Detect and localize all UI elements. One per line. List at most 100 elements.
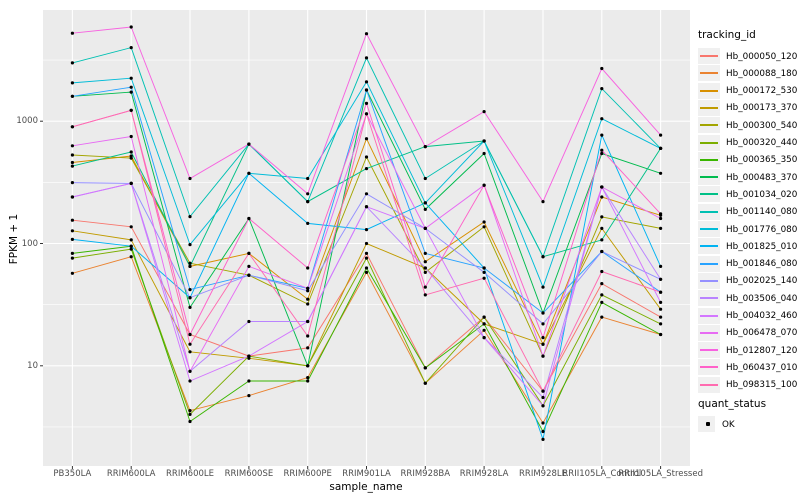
data-point (364, 56, 369, 60)
data-point (600, 293, 604, 297)
data-point (659, 290, 663, 294)
legend-label: Hb_004032_460 (726, 311, 798, 321)
legend-label: Hb_012807_120 (726, 345, 798, 356)
data-point (129, 46, 133, 50)
data-point (482, 276, 486, 280)
data-point (600, 87, 604, 91)
x-axis-title: sample_name (329, 481, 403, 493)
data-point (129, 108, 133, 112)
data-point (364, 205, 369, 209)
data-point (70, 153, 74, 157)
data-point (364, 266, 369, 270)
legend-key-line (700, 262, 718, 265)
data-point (659, 146, 663, 150)
data-point (247, 394, 251, 398)
data-point (423, 285, 427, 289)
data-point (541, 200, 545, 204)
legend-key (698, 238, 720, 255)
data-point (129, 181, 133, 185)
legend-key (698, 376, 720, 393)
legend-key-line (700, 193, 718, 196)
data-point (188, 261, 192, 265)
data-point (541, 437, 545, 441)
data-point (659, 171, 663, 175)
legend-title-tracking-id: tracking_id (698, 29, 756, 41)
data-point (247, 379, 251, 383)
data-point (129, 225, 133, 229)
legend-key (698, 65, 720, 82)
data-point (70, 31, 74, 35)
data-point (659, 212, 663, 216)
data-point (423, 145, 427, 149)
data-point (423, 366, 427, 370)
data-point (600, 185, 604, 189)
data-point (482, 183, 486, 187)
data-point (600, 117, 604, 121)
legend-key-line (700, 366, 718, 369)
data-point (129, 156, 133, 160)
data-point (600, 269, 604, 274)
data-point (188, 350, 192, 354)
data-point (600, 238, 604, 242)
legend-key-line (700, 158, 718, 161)
data-point (129, 238, 133, 242)
legend-label: Hb_098315_100 (726, 380, 798, 391)
data-point (306, 176, 310, 181)
data-point (70, 195, 74, 199)
data-point (482, 225, 486, 229)
x-tick-label: RRIM600SE (224, 469, 274, 479)
data-point (70, 218, 74, 222)
data-point (482, 322, 486, 326)
data-point (247, 171, 251, 175)
data-point (306, 376, 310, 380)
legend-label: Hb_000365_350 (726, 155, 798, 166)
data-point (482, 151, 486, 156)
data-point (482, 315, 486, 319)
legend-key (698, 221, 720, 237)
data-point (541, 336, 545, 340)
legend-key (698, 117, 720, 134)
data-point (659, 133, 663, 137)
data-point (188, 342, 192, 346)
data-point (129, 76, 133, 80)
legend-key (698, 272, 720, 289)
data-point (306, 334, 310, 338)
data-point (659, 307, 663, 311)
legend-label: Hb_001034_020 (726, 189, 798, 200)
data-point (129, 247, 133, 251)
legend-key-line (700, 124, 718, 127)
legend-label: Hb_001825_010 (726, 241, 798, 252)
legend-label: Hb_000088_180 (726, 68, 798, 79)
legend-key (698, 290, 720, 307)
data-point (482, 266, 486, 270)
legend-key-line (700, 210, 718, 213)
data-point (541, 311, 545, 315)
data-point (70, 160, 74, 165)
data-point (247, 264, 251, 268)
data-point (364, 228, 369, 232)
legend-label: Hb_003506_040 (726, 293, 798, 304)
data-point (188, 332, 192, 337)
data-point (541, 285, 545, 289)
legend-key (698, 342, 720, 359)
data-point (423, 176, 427, 181)
x-tick-label: RRIM901LA (342, 469, 391, 479)
data-point (129, 134, 133, 139)
legend-key (698, 359, 720, 376)
data-point (188, 409, 192, 413)
legend-label: Hb_002025_140 (726, 276, 798, 287)
data-point (247, 251, 251, 255)
data-point (541, 342, 545, 346)
legend-label: Hb_006478_070 (726, 328, 798, 339)
data-point (129, 85, 133, 89)
data-point (541, 389, 545, 393)
data-point (541, 421, 545, 425)
data-point (188, 288, 192, 292)
y-tick-label: 10 (27, 360, 38, 371)
data-point (247, 356, 251, 360)
data-point (70, 125, 74, 129)
data-point (364, 137, 369, 141)
data-point (423, 260, 427, 264)
data-point (482, 139, 486, 143)
